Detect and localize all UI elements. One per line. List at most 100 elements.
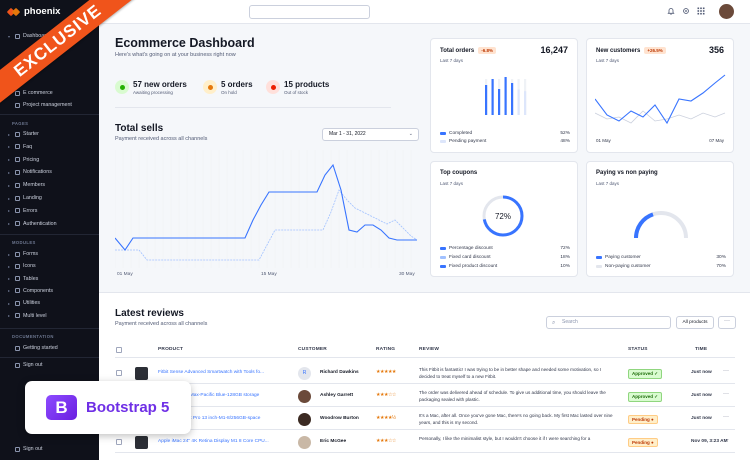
divider bbox=[0, 234, 99, 235]
section-modules: MODULES bbox=[12, 240, 36, 245]
chevron-right-icon: ▸ bbox=[8, 313, 11, 318]
sidebar-item[interactable]: ▸ Forms bbox=[8, 251, 38, 257]
section-documentation: DOCUMENTATION bbox=[12, 334, 54, 339]
date-range-select[interactable]: Mar 1 - 31, 2022 ⌄ bbox=[322, 128, 419, 141]
select-all-checkbox[interactable] bbox=[116, 347, 122, 353]
total-sells-chart: 01 May 15 May 30 May bbox=[115, 150, 418, 277]
divider bbox=[115, 383, 735, 384]
column-header-time[interactable]: TIME bbox=[695, 347, 708, 352]
column-header-product[interactable]: PRODUCT bbox=[158, 347, 184, 352]
column-header-status[interactable]: STATUS bbox=[628, 347, 648, 352]
chevron-right-icon: ▸ bbox=[8, 208, 11, 214]
search-input[interactable] bbox=[249, 5, 370, 19]
status-badge: Pending ● bbox=[628, 415, 658, 424]
sidebar-item[interactable]: ▸ Authentication bbox=[8, 221, 57, 227]
product-thumbnail[interactable] bbox=[135, 367, 148, 380]
sidebar-item[interactable]: ▸ Multi level bbox=[8, 313, 47, 319]
stat-label: Out of stock bbox=[284, 90, 309, 95]
product-link[interactable]: iPhone 13 Pro Max-Pacific Blue-128GB sto… bbox=[158, 393, 260, 398]
sidebar-item[interactable]: ▸ Pricing bbox=[8, 157, 39, 163]
column-header-rating[interactable]: RATING bbox=[376, 347, 396, 352]
product-thumbnail[interactable] bbox=[135, 436, 148, 449]
box-icon bbox=[15, 288, 20, 294]
sidebar-sign-out-bottom[interactable]: Sign out bbox=[8, 446, 42, 452]
apps-grid-icon[interactable] bbox=[697, 7, 705, 15]
help-icon bbox=[15, 144, 20, 150]
sidebar-item-label: Sign out bbox=[23, 446, 43, 452]
trend-badge: +26.5% bbox=[644, 47, 666, 54]
sidebar-item-label: Sign out bbox=[23, 362, 43, 368]
rating-stars: ★★★★½ bbox=[376, 415, 396, 421]
card-title: New customers +26.5% bbox=[596, 47, 666, 54]
review-text: This Fitbit is fantastic! I was trying t… bbox=[419, 367, 602, 379]
compass-icon bbox=[15, 131, 20, 137]
status-badge: Approved ✓ bbox=[628, 369, 663, 379]
row-checkbox[interactable] bbox=[116, 370, 122, 376]
card-subtitle: Last 7 days bbox=[440, 58, 464, 63]
x-tick-label: 07 May bbox=[709, 138, 724, 143]
column-header-review[interactable]: REVIEW bbox=[419, 347, 440, 352]
sidebar-item[interactable]: ▸ Errors bbox=[8, 208, 37, 214]
row-more-icon[interactable]: ··· bbox=[723, 368, 729, 374]
row-checkbox[interactable] bbox=[116, 439, 122, 445]
log-out-icon bbox=[15, 362, 20, 368]
new-customers-line-chart bbox=[595, 74, 726, 125]
sidebar-item[interactable]: ▸ Icons bbox=[8, 263, 36, 269]
legend-swatch bbox=[440, 265, 446, 268]
table-icon bbox=[15, 276, 20, 282]
reviews-search-input[interactable]: ⌕ Search bbox=[546, 316, 671, 329]
topbar bbox=[99, 0, 750, 24]
divider bbox=[0, 357, 99, 358]
sidebar-item-project-management[interactable]: Project management bbox=[8, 102, 72, 108]
sidebar-item[interactable]: ▸ Faq bbox=[8, 144, 32, 150]
bell-icon[interactable] bbox=[667, 7, 675, 15]
series-line-previous bbox=[595, 110, 726, 124]
sidebar-item[interactable]: ▸ Notifications bbox=[8, 169, 52, 175]
sidebar-item-ecommerce[interactable]: E commerce bbox=[8, 90, 53, 96]
sidebar-item-label: Forms bbox=[23, 251, 39, 257]
row-more-icon[interactable]: ··· bbox=[723, 414, 729, 420]
sidebar-item-sign-out[interactable]: Sign out bbox=[8, 362, 42, 368]
avatar[interactable] bbox=[298, 390, 311, 403]
sidebar-item-dashboard[interactable]: ▾ Dashboard bbox=[8, 33, 49, 39]
chevron-down-icon: ▾ bbox=[8, 33, 11, 39]
sidebar-item-getting-started[interactable]: Getting started bbox=[8, 345, 58, 351]
all-products-button[interactable]: All products bbox=[676, 316, 714, 329]
row-more-icon[interactable]: ··· bbox=[723, 391, 729, 397]
more-button[interactable]: ··· bbox=[718, 316, 736, 329]
product-link[interactable]: Apple MacBook Pro 13 inch-M1-8/256GB-spa… bbox=[158, 416, 261, 421]
legend-swatch bbox=[596, 256, 602, 259]
avatar[interactable] bbox=[298, 436, 311, 449]
avatar[interactable]: R bbox=[298, 367, 311, 380]
row-more-icon[interactable]: ··· bbox=[723, 437, 729, 443]
card-title: Paying vs non paying bbox=[596, 170, 658, 176]
sidebar-item-label: Tables bbox=[23, 275, 39, 282]
stat-label: Awaiting processing bbox=[133, 90, 173, 95]
sidebar-item-label: Errors bbox=[23, 207, 38, 214]
sidebar-item[interactable]: ▸ Landing bbox=[8, 195, 42, 201]
avatar[interactable] bbox=[719, 4, 734, 19]
donut-center-label: 72% bbox=[495, 212, 511, 221]
product-link[interactable]: Apple iMac 24" 4K Retina Display M1 8 Co… bbox=[158, 439, 269, 444]
sidebar-item[interactable]: ▸ Utilities bbox=[8, 300, 40, 306]
legend-swatch bbox=[440, 256, 446, 259]
customer-name[interactable]: Ashley Garrett bbox=[320, 393, 354, 398]
customer-name[interactable]: Richard Dawkins bbox=[320, 370, 359, 375]
customer-name[interactable]: Eric McGee bbox=[320, 439, 347, 444]
sidebar-item[interactable]: ▸ Tables bbox=[8, 276, 38, 282]
stat-value: 57 new orders bbox=[133, 80, 187, 89]
gear-icon[interactable] bbox=[682, 7, 690, 15]
divider bbox=[115, 357, 735, 358]
sidebar-item[interactable]: ▸ Members bbox=[8, 182, 45, 188]
sidebar-item[interactable]: ▸ Components bbox=[8, 288, 53, 294]
customer-name[interactable]: Woodrow Burton bbox=[320, 416, 359, 421]
brand[interactable]: phoenix bbox=[6, 6, 60, 17]
sidebar-item[interactable]: ▸ Starter bbox=[8, 131, 39, 137]
product-link[interactable]: Fitbit Sense Advanced Smartwatch with To… bbox=[158, 370, 265, 375]
bootstrap-badge: B Bootstrap 5 bbox=[25, 381, 191, 434]
column-header-customer[interactable]: CUSTOMER bbox=[298, 347, 327, 352]
review-time: Just now bbox=[691, 370, 712, 375]
avatar[interactable] bbox=[298, 413, 311, 426]
stat-label: On hold bbox=[221, 90, 237, 95]
lock-icon bbox=[15, 221, 20, 227]
